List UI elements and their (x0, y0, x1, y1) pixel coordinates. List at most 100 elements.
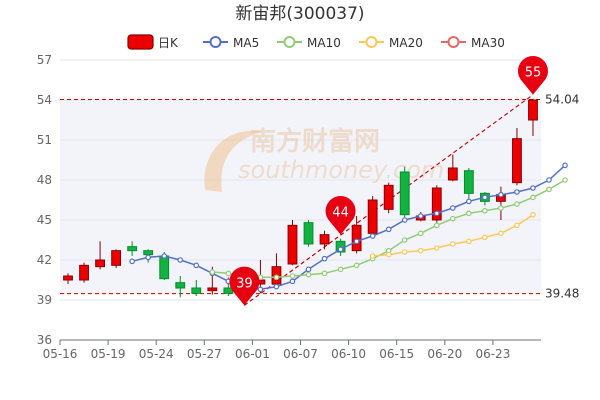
ma-point (417, 213, 424, 219)
ma-point (514, 201, 520, 207)
ma-point (337, 246, 344, 253)
ma-point (273, 274, 280, 281)
candle-body (512, 138, 522, 184)
candle-body (111, 250, 122, 266)
candle-body (159, 255, 170, 280)
candle-body (287, 224, 298, 265)
ma-point (257, 286, 264, 293)
legend-label: MA5 (233, 36, 259, 50)
ma-point (369, 233, 376, 239)
ma-point (417, 247, 424, 254)
ma-point (145, 254, 151, 261)
candle-body (303, 222, 314, 245)
ma-point (433, 245, 440, 251)
markarea-band (60, 99, 541, 294)
ma-point (305, 271, 312, 278)
watermark-text: southmoney.com (238, 156, 444, 184)
candle-body (79, 264, 89, 281)
mark-point-pin (325, 196, 356, 235)
ma-point (353, 238, 360, 245)
ma-point (401, 217, 408, 223)
ma-point (225, 270, 232, 277)
y-tick-label: 39 (37, 293, 52, 307)
ma-point (482, 207, 488, 214)
x-tick-label: 06-20 (427, 347, 462, 361)
mark-point-pin (229, 266, 260, 306)
ma-point (433, 210, 440, 217)
x-tick-label: 05-16 (43, 347, 78, 361)
watermark-text: 南方财富网 (250, 126, 380, 157)
candle-body (127, 246, 138, 252)
mark-line-label: 54.04 (545, 92, 579, 106)
mark-point-label: 55 (525, 66, 542, 81)
ma-point (466, 198, 472, 205)
candle-body (399, 171, 410, 216)
candle-body (319, 234, 330, 245)
x-tick-label: 06-07 (283, 347, 318, 361)
ma-point (401, 237, 408, 243)
legend-swatch-dot (447, 36, 460, 48)
legend-label: MA10 (307, 36, 341, 50)
ma-point (305, 266, 312, 273)
x-tick-label: 05-24 (139, 347, 174, 361)
ma-point (321, 255, 328, 262)
y-tick-label: 48 (37, 173, 52, 187)
y-tick-label: 57 (37, 53, 52, 67)
y-tick-label: 45 (37, 213, 52, 227)
x-tick-label: 05-27 (187, 347, 222, 361)
ma-point (514, 189, 520, 195)
x-tick-label: 06-23 (475, 347, 510, 361)
ma-point (385, 251, 392, 258)
y-tick-label: 51 (37, 133, 52, 147)
ma-point (482, 234, 488, 241)
legend-swatch-kline (127, 34, 154, 50)
candle-body (447, 167, 458, 181)
ma-point (530, 211, 536, 218)
ma-point (466, 238, 472, 245)
ma-point (546, 186, 552, 193)
ma-point (385, 226, 392, 233)
candle-body (528, 99, 538, 121)
ma-point (369, 253, 376, 259)
x-tick-label: 06-15 (379, 347, 414, 361)
candle-body (191, 287, 202, 294)
ma-point (530, 194, 536, 201)
chart-title: 新宙邦(300037) (235, 4, 364, 24)
candle-body (143, 250, 154, 256)
ma-point (498, 230, 504, 237)
candle-body (63, 275, 73, 281)
x-tick-label: 06-10 (331, 347, 366, 361)
ma-point (161, 253, 168, 259)
legend-swatch-dot (365, 36, 378, 48)
candle-body (351, 224, 362, 252)
candle-body (367, 199, 378, 234)
candle-body (95, 259, 105, 268)
legend-swatch-dot (283, 36, 296, 48)
ma-point (450, 215, 456, 222)
ma-point (417, 230, 424, 237)
ma-point (337, 266, 344, 273)
watermark-logo (204, 130, 262, 192)
legend-swatch-dot (209, 36, 222, 48)
ma-point (450, 241, 456, 247)
ma-point (562, 162, 568, 169)
ma-point (273, 283, 280, 290)
ma-point (129, 258, 135, 265)
ma-point (193, 262, 200, 269)
ma-point (466, 210, 472, 217)
mark-point-label: 44 (332, 206, 349, 221)
y-tick-label: 36 (37, 333, 52, 347)
candle-body (383, 184, 394, 210)
ma-point (209, 269, 216, 275)
ma-point (546, 177, 552, 183)
y-tick-label: 42 (37, 253, 52, 267)
candle-body (463, 170, 474, 194)
ma-point (530, 185, 536, 191)
ma-point (562, 177, 568, 183)
ma-point (353, 262, 360, 269)
ma-point (498, 191, 504, 198)
mark-point-label: 39 (236, 276, 253, 291)
y-tick-label: 54 (37, 93, 52, 107)
mark-point-pin (517, 56, 548, 95)
